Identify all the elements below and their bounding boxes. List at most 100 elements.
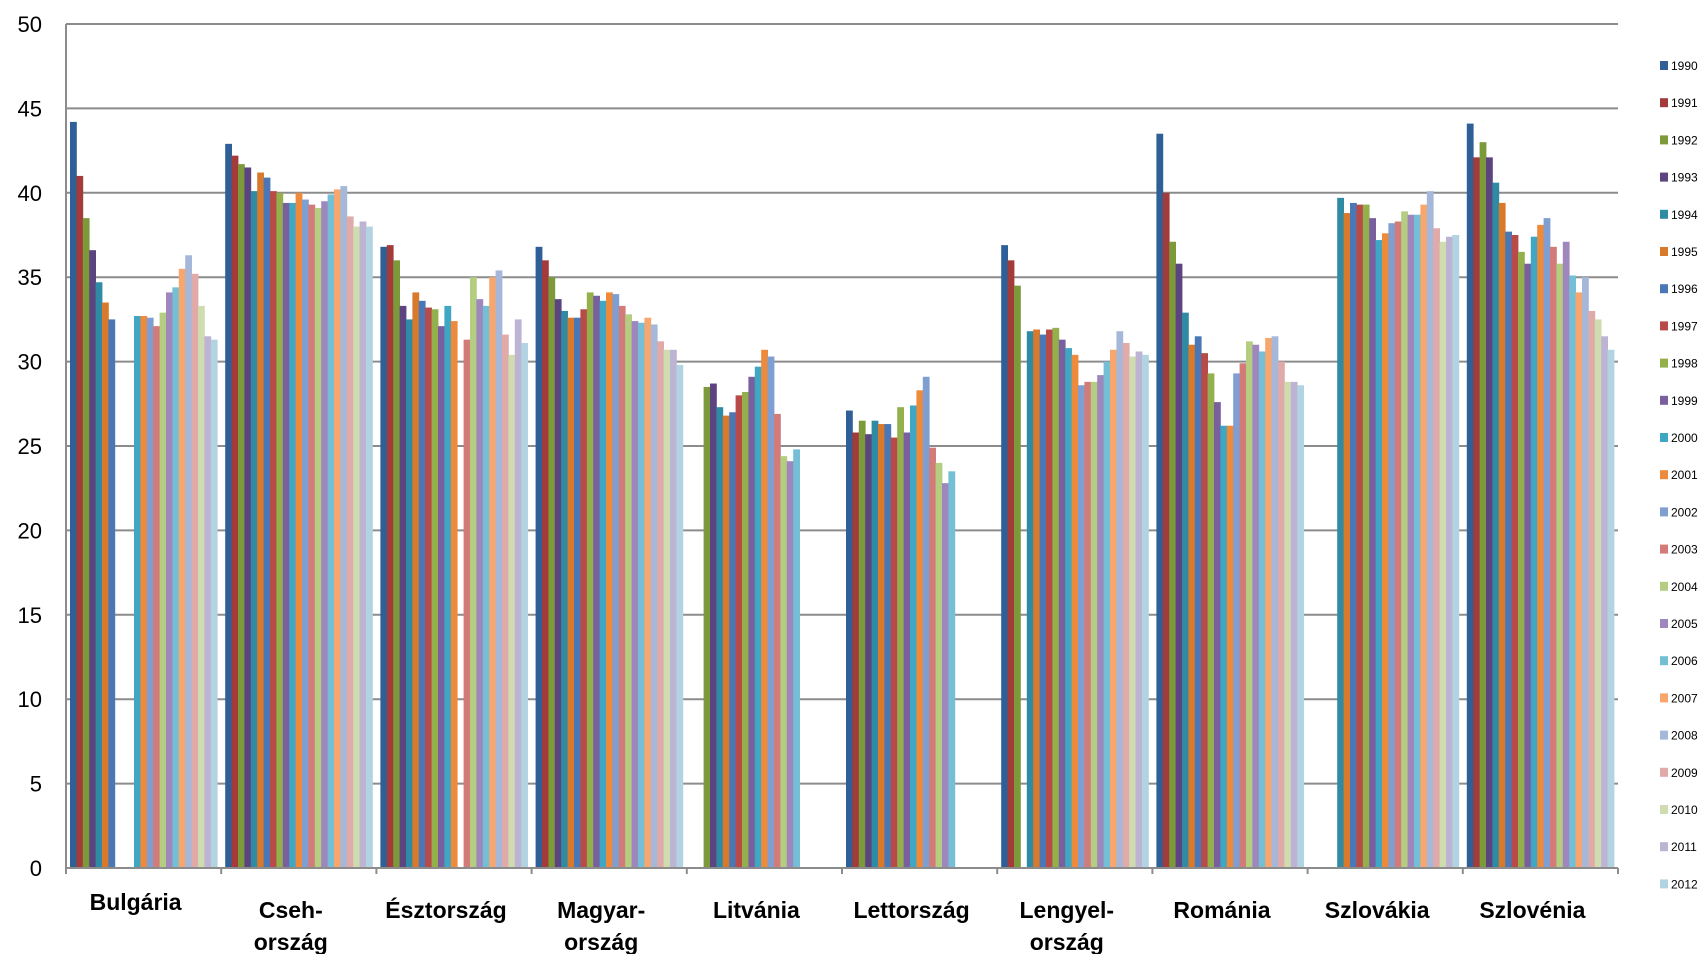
bar-1994-4: [716, 407, 724, 868]
bar-1990-3: [535, 246, 543, 868]
bar-1997-3: [580, 309, 588, 868]
bar-2008-2: [495, 270, 503, 868]
bar-2004-9: [1556, 263, 1564, 868]
bar-1990-0: [70, 121, 77, 868]
bar-2006-0: [172, 287, 180, 869]
legend-swatch-2005: [1660, 619, 1668, 628]
bar-1996-6: [1039, 334, 1047, 869]
bar-1996-9: [1505, 231, 1512, 868]
bar-2012-9: [1607, 349, 1615, 868]
bar-2010-7: [1284, 381, 1292, 868]
bar-1998-9: [1518, 251, 1525, 868]
bar-2007-6: [1110, 349, 1117, 868]
y-tick-label: 25: [18, 434, 42, 459]
legend-swatch-1999: [1660, 395, 1668, 405]
category-label: Lengyel-: [1020, 897, 1115, 923]
bar-1996-1: [263, 177, 271, 869]
bar-1995-3: [567, 317, 575, 869]
bar-2000-6: [1065, 348, 1072, 869]
bar-2004-6: [1090, 381, 1098, 868]
bar-2008-1: [340, 186, 348, 869]
bar-2010-0: [198, 305, 205, 868]
bar-2000-1: [289, 202, 296, 868]
bar-2005-3: [631, 321, 639, 869]
bar-2002-5: [922, 376, 930, 868]
bar-2012-0: [210, 339, 218, 868]
bar-1995-2: [412, 292, 420, 868]
bar-2002-4: [767, 356, 775, 868]
category-label: Észtország: [385, 896, 506, 923]
legend-swatch-2000: [1660, 433, 1668, 442]
bar-2001-5: [916, 390, 924, 868]
bar-2007-1: [334, 189, 341, 869]
bar-2009-7: [1278, 361, 1285, 868]
bar-1991-9: [1473, 157, 1480, 869]
bar-2008-3: [650, 324, 658, 869]
bar-2006-2: [482, 305, 490, 868]
category-label: Szlovénia: [1479, 897, 1585, 923]
bar-2003-8: [1394, 221, 1402, 868]
bar-2009-0: [191, 273, 199, 868]
bar-1994-7: [1182, 312, 1189, 868]
bar-1996-3: [574, 317, 581, 869]
legend-label: 2012: [1671, 877, 1698, 891]
y-tick-label: 20: [18, 518, 42, 543]
bar-1991-2: [386, 245, 394, 868]
bar-2005-0: [166, 292, 173, 868]
category-label: Szlovákia: [1325, 897, 1430, 923]
bar-2010-6: [1129, 356, 1136, 868]
bar-1998-4: [742, 391, 749, 868]
bar-1991-3: [542, 260, 549, 868]
legend-label: 2011: [1671, 840, 1697, 854]
bar-2012-8: [1452, 235, 1460, 868]
category-label: Bulgária: [90, 889, 182, 915]
bar-1990-1: [225, 143, 232, 869]
bar-2011-9: [1601, 336, 1608, 868]
legend: 1990 1991 1992 1993 1994 1995 1996 1997 1998 1999…: [1660, 59, 1698, 891]
legend-label: 2007: [1671, 691, 1698, 705]
bar-1999-7: [1214, 402, 1221, 868]
bar-2007-7: [1265, 337, 1272, 869]
legend-swatch-1993: [1660, 172, 1668, 182]
bar-2006-6: [1103, 361, 1111, 868]
bar-1992-7: [1169, 241, 1176, 868]
bar-1997-8: [1356, 204, 1364, 868]
legend-swatch-1998: [1660, 358, 1668, 368]
bar-2004-2: [470, 277, 477, 868]
legend-label: 2003: [1671, 543, 1698, 557]
legend-label: 1990: [1671, 59, 1698, 73]
bar-2001-4: [761, 349, 768, 868]
bar-2012-6: [1142, 354, 1149, 869]
bar-2009-8: [1433, 228, 1440, 868]
bar-2002-0: [146, 317, 154, 869]
bar-2000-9: [1530, 236, 1538, 868]
legend-label: 1999: [1671, 394, 1698, 408]
legend-label: 2006: [1671, 654, 1698, 668]
bar-1998-6: [1052, 327, 1060, 869]
legend-swatch-2011: [1660, 842, 1668, 852]
bar-2004-1: [314, 207, 322, 869]
y-tick-label: 45: [18, 96, 42, 121]
bar-2009-3: [657, 341, 664, 869]
bar-2002-1: [302, 199, 309, 869]
legend-label: 1995: [1671, 245, 1698, 259]
bar-2003-2: [463, 339, 471, 868]
bar-2009-6: [1122, 343, 1130, 868]
category-label: Románia: [1173, 897, 1270, 923]
bar-2008-6: [1116, 331, 1124, 869]
bar-1995-8: [1343, 213, 1351, 868]
bar-2007-2: [489, 277, 496, 868]
bar-2003-9: [1550, 246, 1557, 868]
bar-2001-7: [1226, 425, 1234, 868]
bar-2006-7: [1258, 351, 1266, 869]
category-label: Cseh-: [259, 897, 323, 923]
bar-1994-3: [561, 310, 568, 869]
bar-1994-6: [1026, 331, 1034, 869]
bar-1995-4: [722, 415, 730, 868]
bar-2006-8: [1414, 214, 1421, 869]
legend-swatch-2003: [1660, 544, 1668, 554]
bar-1991-7: [1162, 192, 1170, 869]
axes: [65, 24, 1619, 874]
